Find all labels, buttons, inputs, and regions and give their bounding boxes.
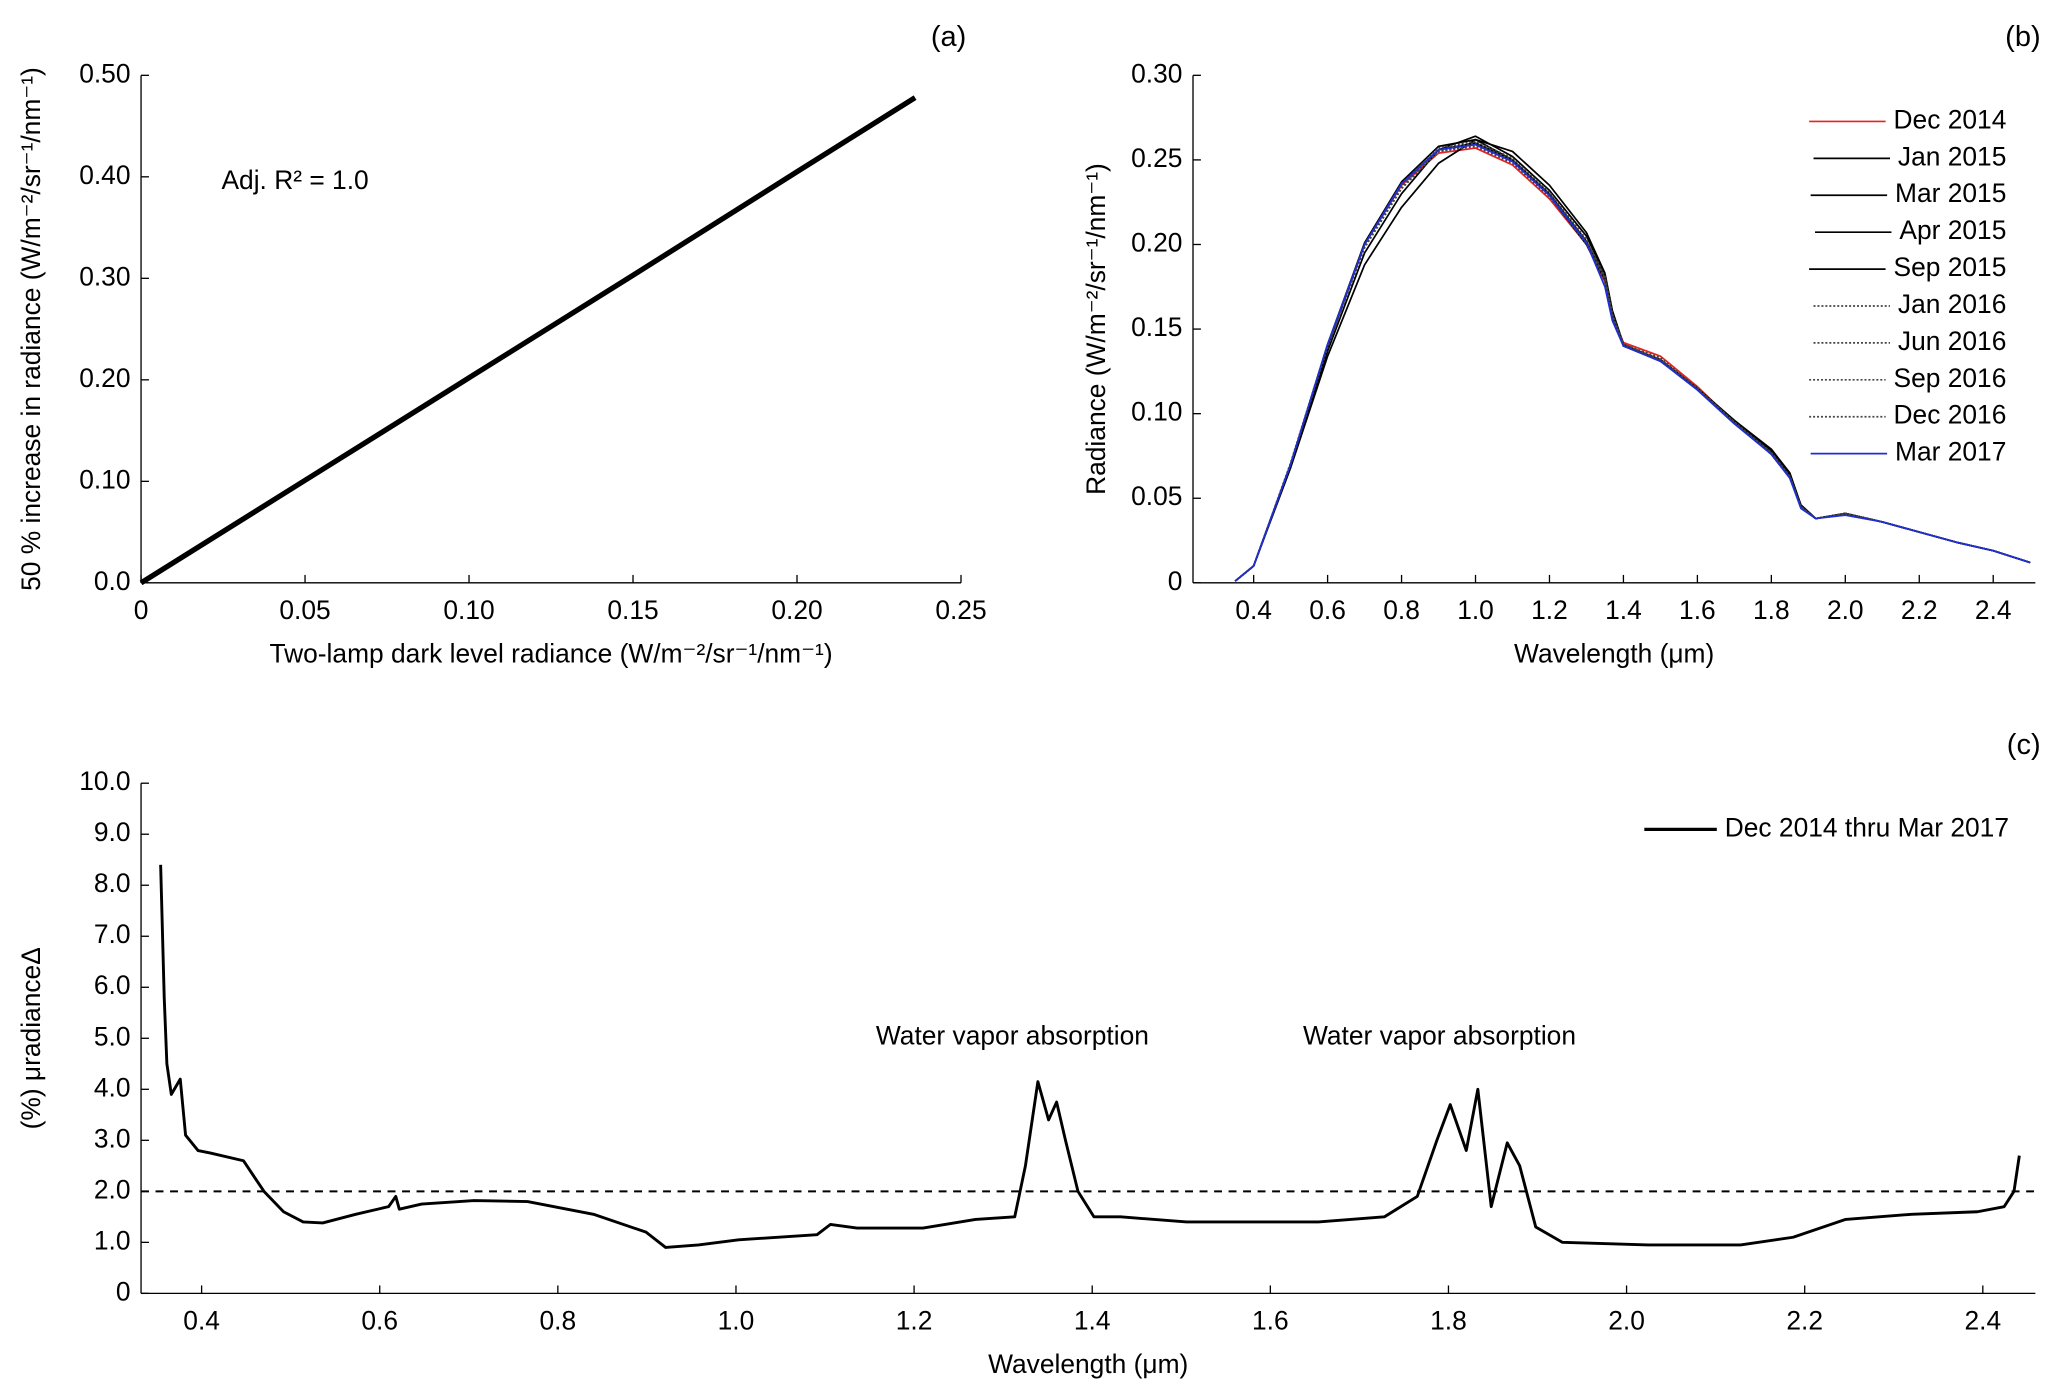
x-axis-label: Two-lamp dark level radiance (W/m⁻²/sr⁻¹… xyxy=(269,638,832,668)
annotation: Water vapor absorption xyxy=(1303,1021,1576,1051)
legend-label: Jun 2016 xyxy=(1898,326,2006,356)
y-tick-label: 0.30 xyxy=(79,261,130,291)
y-tick-label: 0.40 xyxy=(79,160,130,190)
y-axis-label: Radiance (W/m⁻²/sr⁻¹/nm⁻¹) xyxy=(1081,163,1111,495)
panel-label: (b) xyxy=(2005,21,2040,53)
legend-label: Apr 2015 xyxy=(1899,215,2006,245)
x-axis-label: Wavelength (μm) xyxy=(1514,638,1714,668)
x-tick-label: 0.25 xyxy=(935,595,986,625)
legend-label: Mar 2017 xyxy=(1895,437,2006,467)
y-tick-label: 3.0 xyxy=(94,1123,131,1153)
x-tick-label: 1.4 xyxy=(1605,595,1642,625)
x-tick-label: 0.6 xyxy=(361,1305,398,1335)
x-tick-label: 0.15 xyxy=(607,595,658,625)
y-tick-label: 10.0 xyxy=(79,766,130,796)
y-tick-label: 0 xyxy=(116,1276,131,1306)
y-tick-label: 0.20 xyxy=(1131,227,1182,257)
x-tick-label: 1.4 xyxy=(1074,1305,1111,1335)
y-tick-label: 4.0 xyxy=(94,1072,131,1102)
annotation: Adj. R² = 1.0 xyxy=(221,165,368,195)
y-tick-label: 0 xyxy=(1168,566,1183,596)
x-tick-label: 0.8 xyxy=(540,1305,577,1335)
y-tick-label: 0.10 xyxy=(1131,397,1182,427)
y-tick-label: 0.50 xyxy=(79,58,130,88)
x-tick-label: 1.6 xyxy=(1679,595,1716,625)
data-line xyxy=(159,864,2021,1249)
data-line xyxy=(139,95,917,586)
legend-label: Sep 2015 xyxy=(1893,252,2006,282)
y-tick-label: 0.30 xyxy=(1131,58,1182,88)
x-axis-label: Wavelength (μm) xyxy=(988,1349,1188,1379)
y-tick-label: 6.0 xyxy=(94,970,131,1000)
y-axis-label: 50 % increase in radiance (W/m⁻²/sr⁻¹/nm… xyxy=(16,67,46,591)
x-tick-label: 0 xyxy=(134,595,149,625)
x-tick-label: 2.2 xyxy=(1901,595,1938,625)
x-tick-label: 0.8 xyxy=(1383,595,1420,625)
y-axis-label: (%) μradianceΔ xyxy=(16,947,46,1129)
y-tick-label: 0.20 xyxy=(79,363,130,393)
y-tick-label: 5.0 xyxy=(94,1021,131,1051)
legend-label: Mar 2015 xyxy=(1895,178,2006,208)
x-tick-label: 0.6 xyxy=(1309,595,1346,625)
x-tick-label: 0.20 xyxy=(771,595,822,625)
x-tick-label: 2.4 xyxy=(1975,595,2012,625)
y-tick-label: 1.0 xyxy=(94,1225,131,1255)
y-tick-label: 0.0 xyxy=(94,566,131,596)
y-tick-label: 8.0 xyxy=(94,868,131,898)
x-tick-label: 2.0 xyxy=(1827,595,1864,625)
x-tick-label: 1.6 xyxy=(1252,1305,1289,1335)
x-tick-label: 1.0 xyxy=(1457,595,1494,625)
x-tick-label: 2.0 xyxy=(1608,1305,1645,1335)
x-tick-label: 2.2 xyxy=(1786,1305,1823,1335)
y-tick-label: 2.0 xyxy=(94,1174,131,1204)
y-tick-label: 0.10 xyxy=(79,464,130,494)
x-tick-label: 1.8 xyxy=(1753,595,1790,625)
x-tick-label: 0.10 xyxy=(443,595,494,625)
legend-label: Jan 2016 xyxy=(1898,289,2006,319)
legend-label: Jan 2015 xyxy=(1898,141,2006,171)
y-tick-label: 9.0 xyxy=(94,817,131,847)
panel-label: (c) xyxy=(2007,729,2041,761)
x-tick-label: 1.8 xyxy=(1430,1305,1467,1335)
x-tick-label: 1.0 xyxy=(718,1305,755,1335)
y-tick-label: 0.15 xyxy=(1131,312,1182,342)
legend-label: Dec 2014 thru Mar 2017 xyxy=(1725,812,2009,842)
panel-label: (a) xyxy=(931,21,966,53)
annotation: Water vapor absorption xyxy=(876,1021,1149,1051)
y-tick-label: 0.05 xyxy=(1131,481,1182,511)
x-tick-label: 1.2 xyxy=(1531,595,1568,625)
x-tick-label: 2.4 xyxy=(1964,1305,2001,1335)
x-tick-label: 0.4 xyxy=(183,1305,220,1335)
x-tick-label: 1.2 xyxy=(896,1305,933,1335)
data-line xyxy=(1234,143,2031,582)
x-tick-label: 0.4 xyxy=(1235,595,1272,625)
x-tick-label: 0.05 xyxy=(279,595,330,625)
legend-label: Sep 2016 xyxy=(1893,363,2006,393)
y-tick-label: 0.25 xyxy=(1131,143,1182,173)
legend-label: Dec 2016 xyxy=(1894,400,2007,430)
legend-label: Dec 2014 xyxy=(1894,104,2007,134)
y-tick-label: 7.0 xyxy=(94,919,131,949)
